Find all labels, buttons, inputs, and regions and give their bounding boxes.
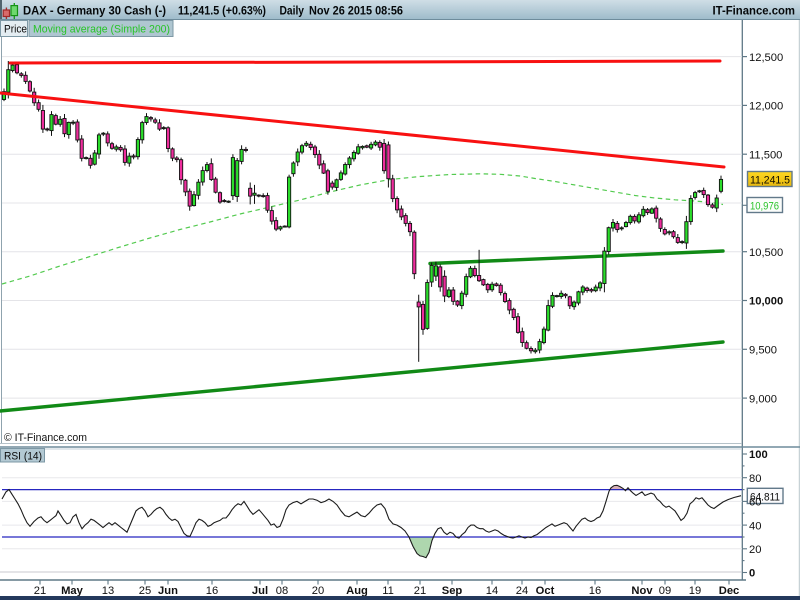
svg-text:19: 19 — [689, 585, 701, 597]
svg-text:© IT-Finance.com: © IT-Finance.com — [4, 432, 87, 444]
svg-text:10,000: 10,000 — [749, 296, 783, 308]
svg-text:14: 14 — [486, 585, 498, 597]
svg-text:80: 80 — [749, 473, 761, 485]
svg-text:May: May — [61, 585, 84, 597]
svg-text:13: 13 — [102, 585, 114, 597]
svg-text:16: 16 — [206, 585, 218, 597]
svg-text:12,500: 12,500 — [749, 52, 783, 64]
svg-text:16: 16 — [589, 585, 601, 597]
svg-text:Oct: Oct — [536, 585, 555, 597]
svg-text:Aug: Aug — [346, 585, 368, 597]
svg-text:20: 20 — [312, 585, 324, 597]
svg-text:Sep: Sep — [442, 585, 463, 597]
svg-text:Moving average (Simple 200): Moving average (Simple 200) — [33, 24, 170, 36]
svg-text:Jul: Jul — [252, 585, 268, 597]
svg-text:9,500: 9,500 — [749, 345, 777, 357]
svg-text:Daily: Daily — [280, 4, 305, 18]
svg-text:21: 21 — [414, 585, 426, 597]
svg-text:60: 60 — [749, 497, 761, 509]
svg-text:25: 25 — [139, 585, 151, 597]
svg-text:12,000: 12,000 — [749, 101, 783, 113]
svg-text:Dec: Dec — [719, 585, 740, 597]
svg-text:09: 09 — [659, 585, 671, 597]
svg-text:11,500: 11,500 — [749, 149, 782, 161]
svg-text:RSI (14): RSI (14) — [4, 451, 42, 463]
svg-text:Price: Price — [4, 24, 27, 36]
svg-text:0: 0 — [749, 568, 755, 580]
svg-text:21: 21 — [34, 585, 46, 597]
svg-text:11,241.5 (+0.63%): 11,241.5 (+0.63%) — [178, 4, 266, 18]
svg-text:11: 11 — [382, 585, 394, 597]
svg-text:DAX - Germany 30 Cash (-): DAX - Germany 30 Cash (-) — [23, 4, 166, 18]
svg-text:10,500: 10,500 — [749, 247, 783, 259]
svg-text:11,241.5: 11,241.5 — [750, 175, 790, 187]
svg-text:24: 24 — [516, 585, 528, 597]
svg-text:Jun: Jun — [158, 585, 178, 597]
svg-text:9,000: 9,000 — [749, 393, 777, 405]
svg-text:100: 100 — [749, 449, 768, 461]
svg-text:Nov 26 2015 08:56: Nov 26 2015 08:56 — [309, 4, 403, 18]
svg-text:08: 08 — [276, 585, 288, 597]
svg-text:IT-Finance.com: IT-Finance.com — [713, 4, 796, 18]
svg-text:Nov: Nov — [631, 585, 653, 597]
svg-text:40: 40 — [749, 520, 761, 532]
svg-text:64.811: 64.811 — [750, 492, 780, 504]
svg-text:20: 20 — [749, 544, 761, 556]
svg-text:10,976: 10,976 — [750, 201, 779, 213]
